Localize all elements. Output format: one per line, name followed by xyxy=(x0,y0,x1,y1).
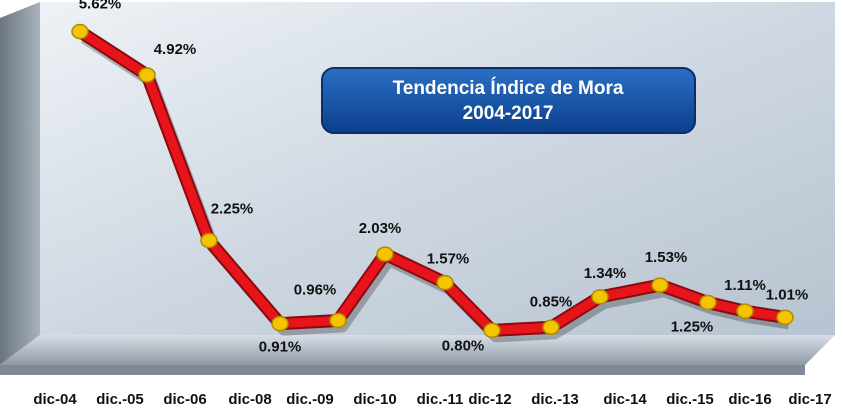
chart-title: Tendencia Índice de Mora xyxy=(393,77,624,99)
value-label: 1.34% xyxy=(584,265,627,282)
x-tick-label: dic-12 xyxy=(468,391,511,408)
x-tick-label: dic.-11 xyxy=(417,391,464,408)
floor-edge xyxy=(0,365,805,375)
marker xyxy=(483,322,501,339)
side-wall xyxy=(0,2,40,365)
value-label: 1.57% xyxy=(427,251,470,268)
marker xyxy=(329,312,347,329)
marker xyxy=(736,303,754,319)
x-tick-label: dic-14 xyxy=(603,391,647,408)
marker xyxy=(200,232,218,249)
value-label: 1.25% xyxy=(671,318,714,335)
value-label: 1.11% xyxy=(724,277,766,294)
x-tick-label: dic.-15 xyxy=(666,391,714,408)
value-label: 1.53% xyxy=(645,249,688,266)
value-label: 1.01% xyxy=(766,286,809,303)
marker xyxy=(71,23,89,40)
value-label: 5.62% xyxy=(79,0,122,13)
marker xyxy=(651,277,669,293)
marker xyxy=(542,319,560,336)
x-tick-label: dic.-09 xyxy=(286,391,334,408)
chart-subtitle: 2004-2017 xyxy=(463,103,554,124)
marker xyxy=(138,67,156,83)
value-label: 0.85% xyxy=(530,293,573,310)
value-label: 0.91% xyxy=(259,339,302,356)
marker xyxy=(271,315,289,332)
x-tick-label: dic-06 xyxy=(163,391,206,408)
title-box xyxy=(321,67,696,134)
value-label: 2.25% xyxy=(211,200,254,217)
x-tick-label: dic-16 xyxy=(728,391,771,408)
x-tick-label: dic-17 xyxy=(788,391,831,408)
value-label: 0.96% xyxy=(294,281,337,298)
x-tick-label: dic-04 xyxy=(33,391,77,408)
value-label: 0.80% xyxy=(442,337,485,354)
x-tick-label: dic.-05 xyxy=(96,391,144,408)
x-tick-label: dic.-13 xyxy=(531,391,579,408)
floor xyxy=(0,335,835,365)
marker xyxy=(376,246,394,262)
value-label: 4.92% xyxy=(154,41,197,58)
value-label: 2.03% xyxy=(359,220,402,237)
marker xyxy=(436,274,454,291)
marker xyxy=(591,289,609,305)
x-tick-label: dic-08 xyxy=(228,391,271,408)
x-tick-label: dic-10 xyxy=(353,391,396,408)
marker xyxy=(699,294,717,311)
marker xyxy=(776,309,794,326)
